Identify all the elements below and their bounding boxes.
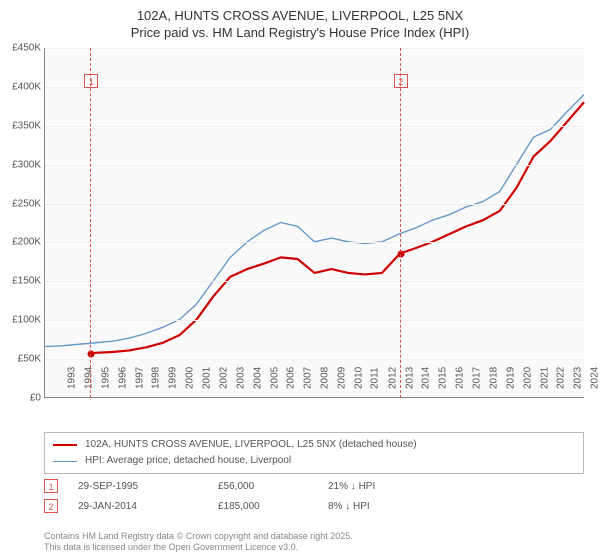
x-axis-label: 2017 [471,367,482,389]
x-axis-label: 2004 [252,367,263,389]
callout-date: 29-SEP-1995 [78,481,198,492]
legend-label: 102A, HUNTS CROSS AVENUE, LIVERPOOL, L25… [85,437,417,453]
chart-area: £0£50K£100K£150K£200K£250K£300K£350K£400… [44,48,584,418]
x-axis-label: 1998 [151,367,162,389]
gridline-h [45,126,584,127]
title-line-2: Price paid vs. HM Land Registry's House … [0,25,600,42]
x-axis-label: 1995 [100,367,111,389]
x-axis-label: 2011 [369,367,380,389]
x-axis-label: 1997 [134,367,145,389]
legend-row: HPI: Average price, detached house, Live… [53,453,575,469]
x-axis-label: 1994 [83,367,94,389]
legend-swatch [53,444,77,446]
legend-box: 102A, HUNTS CROSS AVENUE, LIVERPOOL, L25… [44,432,584,474]
callout-hpi-delta: 8% ↓ HPI [328,501,438,512]
footer-line-2: This data is licensed under the Open Gov… [44,542,353,554]
callout-marker-box: 1 [84,74,98,88]
x-axis-label: 2019 [505,367,516,389]
x-axis-label: 2022 [556,367,567,389]
legend-row: 102A, HUNTS CROSS AVENUE, LIVERPOOL, L25… [53,437,575,453]
y-axis-label: £150K [12,276,41,287]
x-axis-label: 2024 [589,367,600,389]
legend-swatch [53,461,77,462]
y-axis-label: £450K [12,43,41,54]
title-line-1: 102A, HUNTS CROSS AVENUE, LIVERPOOL, L25… [0,8,600,25]
x-axis-label: 2012 [387,367,398,389]
x-axis-label: 2018 [488,367,499,389]
y-axis-label: £300K [12,159,41,170]
series-line-hpi [45,95,584,347]
gridline-h [45,359,584,360]
plot-area: £0£50K£100K£150K£200K£250K£300K£350K£400… [44,48,584,398]
x-axis-label: 2001 [201,367,212,389]
footer-line-1: Contains HM Land Registry data © Crown c… [44,531,353,543]
gridline-h [45,242,584,243]
callout-table-row: 2 29-JAN-2014 £185,000 8% ↓ HPI [44,496,584,516]
callout-price: £56,000 [218,481,308,492]
y-axis-label: £350K [12,120,41,131]
y-axis-label: £50K [18,354,41,365]
gridline-h [45,204,584,205]
x-axis-label: 2002 [218,367,229,389]
gridline-h [45,281,584,282]
title-block: 102A, HUNTS CROSS AVENUE, LIVERPOOL, L25… [0,0,600,42]
x-axis-label: 2006 [286,367,297,389]
sale-marker [397,251,404,258]
y-axis-label: £0 [30,393,41,404]
callout-table: 1 29-SEP-1995 £56,000 21% ↓ HPI 2 29-JAN-2014… [44,476,584,516]
series-line-price_paid [91,102,584,353]
legend-label: HPI: Average price, detached house, Live… [85,453,291,469]
gridline-h [45,320,584,321]
callout-hpi-delta: 21% ↓ HPI [328,481,438,492]
x-axis-label: 2007 [303,367,314,389]
callout-marker-line [90,48,91,398]
x-axis-label: 2015 [438,367,449,389]
callout-table-row: 1 29-SEP-1995 £56,000 21% ↓ HPI [44,476,584,496]
line-series-svg [45,48,584,397]
gridline-h [45,48,584,49]
callout-marker-box: 2 [394,74,408,88]
y-axis-label: £250K [12,198,41,209]
gridline-h [45,165,584,166]
x-axis-label: 2008 [319,367,330,389]
callout-marker-line [400,48,401,398]
callout-price: £185,000 [218,501,308,512]
callout-num: 2 [44,499,58,513]
x-axis-label: 2013 [404,367,415,389]
x-axis-label: 2000 [184,367,195,389]
x-axis-label: 2005 [269,367,280,389]
x-axis-label: 2009 [336,367,347,389]
y-axis-label: £400K [12,81,41,92]
chart-container: 102A, HUNTS CROSS AVENUE, LIVERPOOL, L25… [0,0,600,560]
x-axis-label: 2016 [454,367,465,389]
gridline-h [45,87,584,88]
y-axis-label: £100K [12,315,41,326]
x-axis-label: 2010 [353,367,364,389]
y-axis-label: £200K [12,237,41,248]
x-axis-label: 2003 [235,367,246,389]
x-axis-label: 2023 [573,367,584,389]
callout-num: 1 [44,479,58,493]
x-axis-label: 1993 [66,367,77,389]
callout-date: 29-JAN-2014 [78,501,198,512]
x-axis-label: 2021 [539,367,550,389]
x-axis-label: 2020 [522,367,533,389]
sale-marker [88,351,95,358]
footer-attribution: Contains HM Land Registry data © Crown c… [44,531,353,554]
x-axis-label: 2014 [421,367,432,389]
x-axis-label: 1999 [168,367,179,389]
x-axis-label: 1996 [117,367,128,389]
